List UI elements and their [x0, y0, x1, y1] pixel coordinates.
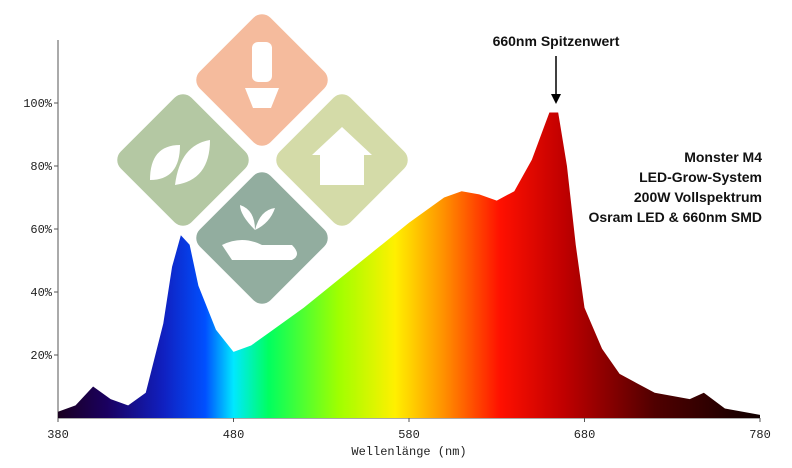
text-line: LED-Grow-System — [639, 169, 762, 185]
x-tick-label: 780 — [749, 428, 771, 442]
annotation: 660nm Spitzenwert — [493, 33, 620, 49]
logo — [117, 14, 408, 304]
y-tick-label: 80% — [30, 160, 52, 174]
spectrum-area — [58, 112, 760, 418]
x-tick-label: 680 — [574, 428, 596, 442]
icon — [150, 140, 210, 185]
icon — [245, 88, 279, 108]
arrow-head — [551, 94, 561, 104]
icon — [312, 127, 372, 185]
text-line: 200W Vollspektrum — [634, 189, 762, 205]
y-tick-label: 40% — [30, 286, 52, 300]
y-tick-label: 20% — [30, 349, 52, 363]
y-tick-label: 60% — [30, 223, 52, 237]
x-tick-label: 580 — [398, 428, 420, 442]
text-line: Monster M4 — [684, 149, 762, 165]
icon — [252, 42, 272, 82]
logo-tile — [196, 172, 328, 304]
icon — [222, 205, 297, 260]
y-tick-label: 100% — [23, 97, 53, 111]
text-block: Monster M4 LED-Grow-System 200W Vollspektr… — [589, 149, 763, 225]
text-line: Osram LED & 660nm SMD — [589, 209, 763, 225]
x-axis-label: Wellenlänge (nm) — [351, 445, 466, 459]
x-tick-label: 480 — [223, 428, 245, 442]
x-tick-label: 380 — [47, 428, 69, 442]
